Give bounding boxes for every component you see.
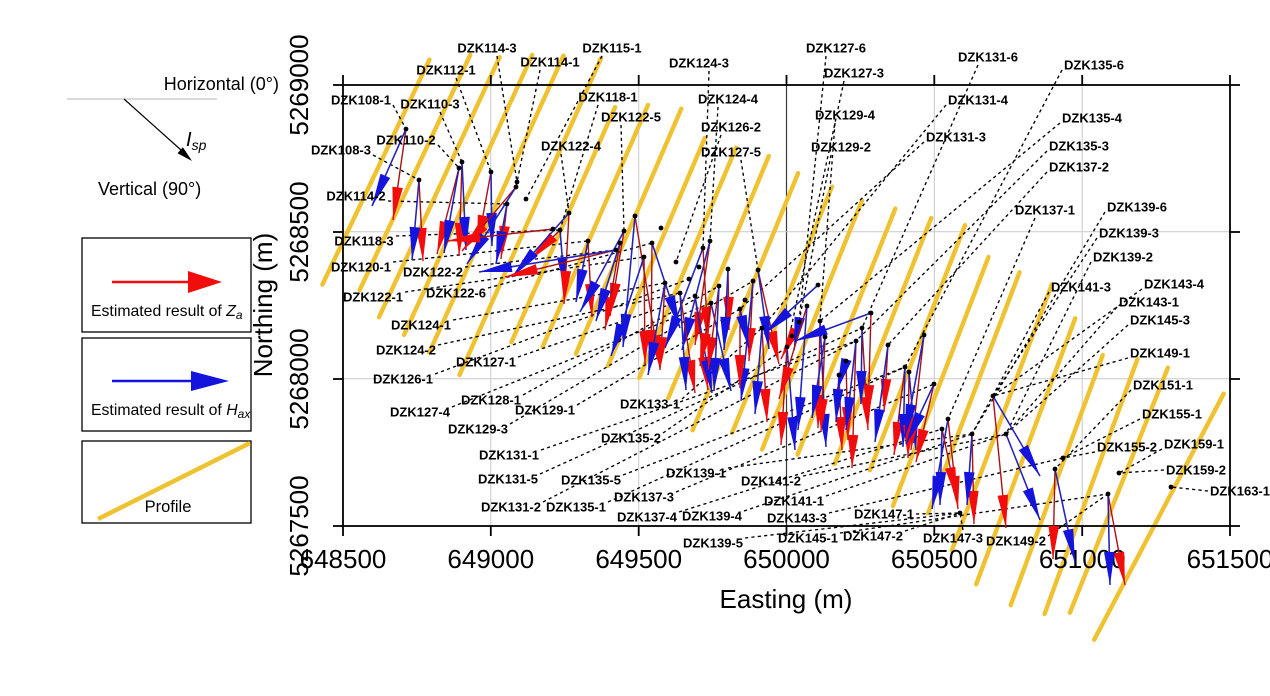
- svg-text:DZK137-2: DZK137-2: [1049, 160, 1109, 175]
- svg-text:DZK114-3: DZK114-3: [457, 41, 516, 56]
- svg-text:DZK129-4: DZK129-4: [815, 108, 876, 123]
- svg-text:Easting (m): Easting (m): [720, 584, 853, 614]
- svg-text:DZK124-2: DZK124-2: [376, 343, 436, 358]
- svg-text:DZK122-1: DZK122-1: [343, 290, 403, 305]
- svg-text:DZK151-1: DZK151-1: [1133, 378, 1193, 393]
- svg-text:DZK159-2: DZK159-2: [1166, 463, 1226, 478]
- svg-text:DZK129-1: DZK129-1: [515, 403, 575, 418]
- svg-text:5268000: 5268000: [284, 328, 314, 429]
- svg-text:DZK145-1: DZK145-1: [778, 531, 838, 546]
- svg-text:649000: 649000: [447, 544, 534, 574]
- svg-text:Profile: Profile: [145, 498, 192, 516]
- svg-text:DZK127-1: DZK127-1: [456, 355, 516, 370]
- svg-text:DZK120-1: DZK120-1: [331, 260, 391, 275]
- svg-text:DZK114-1: DZK114-1: [520, 55, 579, 70]
- svg-text:650000: 650000: [743, 544, 830, 574]
- svg-text:5268500: 5268500: [284, 181, 314, 282]
- svg-text:DZK122-4: DZK122-4: [541, 139, 602, 154]
- svg-text:DZK127-3: DZK127-3: [824, 66, 884, 81]
- svg-text:DZK108-1: DZK108-1: [331, 93, 391, 108]
- svg-text:648500: 648500: [300, 544, 387, 574]
- svg-text:DZK118-3: DZK118-3: [334, 234, 393, 249]
- svg-text:DZK155-2: DZK155-2: [1097, 440, 1157, 455]
- svg-text:Vertical (90°): Vertical (90°): [98, 179, 201, 199]
- svg-text:DZK135-1: DZK135-1: [546, 500, 606, 515]
- svg-text:DZK131-2: DZK131-2: [481, 500, 541, 515]
- svg-text:DZK122-6: DZK122-6: [426, 286, 486, 301]
- svg-text:DZK135-2: DZK135-2: [601, 431, 661, 446]
- svg-text:DZK147-3: DZK147-3: [923, 531, 983, 546]
- svg-text:DZK112-1: DZK112-1: [416, 63, 475, 78]
- svg-text:DZK131-4: DZK131-4: [948, 93, 1009, 108]
- svg-text:DZK118-1: DZK118-1: [578, 90, 637, 105]
- svg-text:DZK139-1: DZK139-1: [666, 466, 726, 481]
- svg-text:DZK135-5: DZK135-5: [561, 473, 621, 488]
- svg-text:DZK131-6: DZK131-6: [958, 50, 1018, 65]
- svg-text:DZK110-2: DZK110-2: [376, 133, 435, 148]
- svg-text:649500: 649500: [595, 544, 682, 574]
- svg-text:DZK126-1: DZK126-1: [373, 372, 433, 387]
- svg-text:DZK129-2: DZK129-2: [811, 140, 871, 155]
- svg-text:DZK122-2: DZK122-2: [403, 265, 463, 280]
- svg-text:DZK131-5: DZK131-5: [478, 472, 538, 487]
- svg-text:DZK129-3: DZK129-3: [448, 422, 508, 437]
- svg-text:DZK131-1: DZK131-1: [479, 448, 539, 463]
- svg-text:DZK124-1: DZK124-1: [391, 318, 451, 333]
- svg-text:DZK124-3: DZK124-3: [669, 56, 729, 71]
- svg-text:DZK139-4: DZK139-4: [682, 509, 743, 524]
- svg-text:Estimated result of Za: Estimated result of Za: [91, 303, 243, 322]
- svg-text:650500: 650500: [891, 544, 978, 574]
- svg-text:DZK139-5: DZK139-5: [683, 536, 743, 551]
- svg-text:DZK139-6: DZK139-6: [1107, 200, 1167, 215]
- svg-text:DZK145-3: DZK145-3: [1130, 313, 1190, 328]
- svg-text:DZK131-3: DZK131-3: [926, 130, 986, 145]
- svg-text:DZK149-2: DZK149-2: [986, 534, 1046, 549]
- svg-text:DZK135-3: DZK135-3: [1049, 139, 1109, 154]
- svg-text:DZK126-2: DZK126-2: [701, 120, 761, 135]
- svg-text:Northing (m): Northing (m): [248, 233, 278, 377]
- svg-text:DZK139-2: DZK139-2: [1093, 250, 1153, 265]
- svg-text:DZK159-1: DZK159-1: [1164, 437, 1224, 452]
- svg-text:DZK133-1: DZK133-1: [620, 397, 680, 412]
- svg-text:DZK135-4: DZK135-4: [1062, 111, 1123, 126]
- svg-text:DZK110-3: DZK110-3: [400, 97, 459, 112]
- svg-text:DZK137-1: DZK137-1: [1015, 203, 1075, 218]
- svg-text:DZK147-2: DZK147-2: [843, 529, 903, 544]
- svg-text:DZK143-4: DZK143-4: [1144, 277, 1205, 292]
- svg-text:5269000: 5269000: [284, 34, 314, 135]
- svg-text:DZK163-1: DZK163-1: [1210, 484, 1270, 499]
- svg-text:DZK149-1: DZK149-1: [1130, 346, 1190, 361]
- svg-text:DZK115-1: DZK115-1: [582, 41, 641, 56]
- svg-text:DZK143-1: DZK143-1: [1119, 295, 1179, 310]
- svg-text:5267500: 5267500: [284, 475, 314, 576]
- svg-text:651500: 651500: [1187, 544, 1270, 574]
- svg-text:DZK135-6: DZK135-6: [1064, 58, 1124, 73]
- svg-text:Estimated result of Hax: Estimated result of Hax: [91, 402, 251, 421]
- svg-text:DZK143-3: DZK143-3: [767, 511, 827, 526]
- svg-text:DZK114-2: DZK114-2: [326, 189, 385, 204]
- svg-text:DZK122-5: DZK122-5: [601, 110, 661, 125]
- svg-text:DZK124-4: DZK124-4: [698, 92, 759, 107]
- svg-text:DZK127-6: DZK127-6: [806, 41, 866, 56]
- svg-text:DZK127-4: DZK127-4: [390, 405, 451, 420]
- svg-text:DZK141-3: DZK141-3: [1051, 280, 1111, 295]
- svg-text:DZK155-1: DZK155-1: [1142, 407, 1202, 422]
- svg-text:DZK128-1: DZK128-1: [461, 393, 521, 408]
- svg-text:DZK139-3: DZK139-3: [1099, 226, 1159, 241]
- svg-text:DZK141-2: DZK141-2: [741, 474, 801, 489]
- svg-text:DZK141-1: DZK141-1: [764, 494, 824, 509]
- svg-text:Horizontal (0°): Horizontal (0°): [164, 74, 279, 94]
- svg-text:DZK147-1: DZK147-1: [854, 507, 914, 522]
- svg-text:DZK137-4: DZK137-4: [617, 510, 678, 525]
- svg-text:DZK137-3: DZK137-3: [614, 490, 674, 505]
- svg-text:DZK127-5: DZK127-5: [701, 145, 761, 160]
- svg-text:DZK108-3: DZK108-3: [311, 143, 371, 158]
